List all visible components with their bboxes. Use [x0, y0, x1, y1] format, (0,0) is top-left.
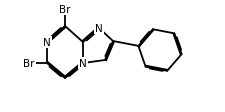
Text: Br: Br — [23, 58, 35, 68]
Text: N: N — [43, 38, 51, 48]
Text: N: N — [95, 24, 103, 34]
Text: N: N — [79, 58, 87, 68]
Text: Br: Br — [59, 5, 71, 15]
